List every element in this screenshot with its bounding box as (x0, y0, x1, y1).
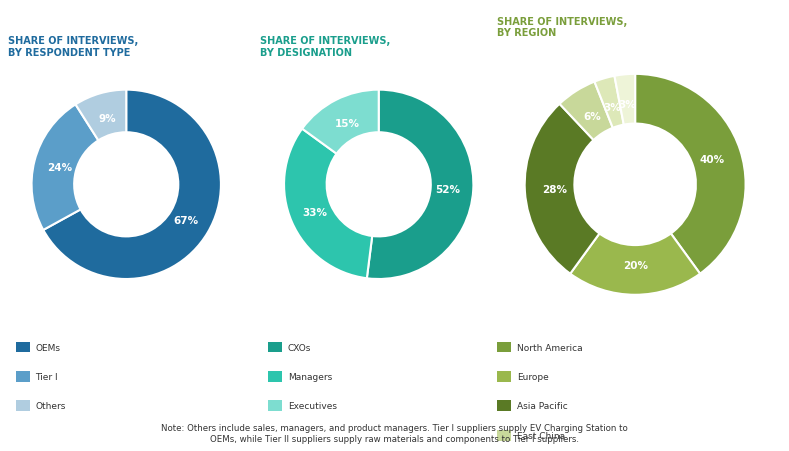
Text: Asia Pacific: Asia Pacific (517, 401, 567, 410)
Text: 33%: 33% (303, 207, 327, 217)
Wedge shape (525, 105, 600, 274)
Text: SHARE OF INTERVIEWS,
BY RESPONDENT TYPE: SHARE OF INTERVIEWS, BY RESPONDENT TYPE (8, 36, 138, 58)
Text: SHARE OF INTERVIEWS,
BY REGION: SHARE OF INTERVIEWS, BY REGION (497, 17, 627, 38)
Text: CXOs: CXOs (288, 343, 312, 352)
Text: Tier I: Tier I (36, 372, 58, 381)
Wedge shape (367, 91, 473, 279)
Text: 24%: 24% (47, 163, 72, 173)
Text: 3%: 3% (604, 103, 622, 113)
Wedge shape (615, 75, 635, 125)
Wedge shape (284, 129, 372, 279)
Text: 20%: 20% (623, 260, 648, 270)
Wedge shape (43, 91, 221, 279)
Wedge shape (570, 234, 700, 295)
Text: OEMs: OEMs (36, 343, 61, 352)
Text: 3%: 3% (619, 100, 637, 110)
Text: SHARE OF INTERVIEWS,
BY DESIGNATION: SHARE OF INTERVIEWS, BY DESIGNATION (260, 36, 391, 58)
Wedge shape (302, 91, 379, 154)
Text: Note: Others include sales, managers, and product managers. Tier I suppliers sup: Note: Others include sales, managers, an… (161, 423, 628, 442)
Text: East China: East China (517, 431, 565, 440)
Text: Managers: Managers (288, 372, 332, 381)
Text: 9%: 9% (98, 114, 116, 124)
Wedge shape (559, 83, 613, 141)
Text: Europe: Europe (517, 372, 548, 381)
Wedge shape (76, 91, 126, 141)
Text: 6%: 6% (583, 112, 600, 122)
Text: 15%: 15% (335, 119, 360, 129)
Text: North America: North America (517, 343, 582, 352)
Text: 67%: 67% (173, 215, 198, 225)
Text: Executives: Executives (288, 401, 337, 410)
Text: 28%: 28% (542, 185, 567, 195)
Text: Others: Others (36, 401, 65, 410)
Wedge shape (594, 77, 624, 129)
Text: 52%: 52% (436, 184, 460, 194)
Text: 40%: 40% (699, 155, 724, 165)
Wedge shape (635, 75, 746, 274)
Wedge shape (32, 105, 99, 230)
